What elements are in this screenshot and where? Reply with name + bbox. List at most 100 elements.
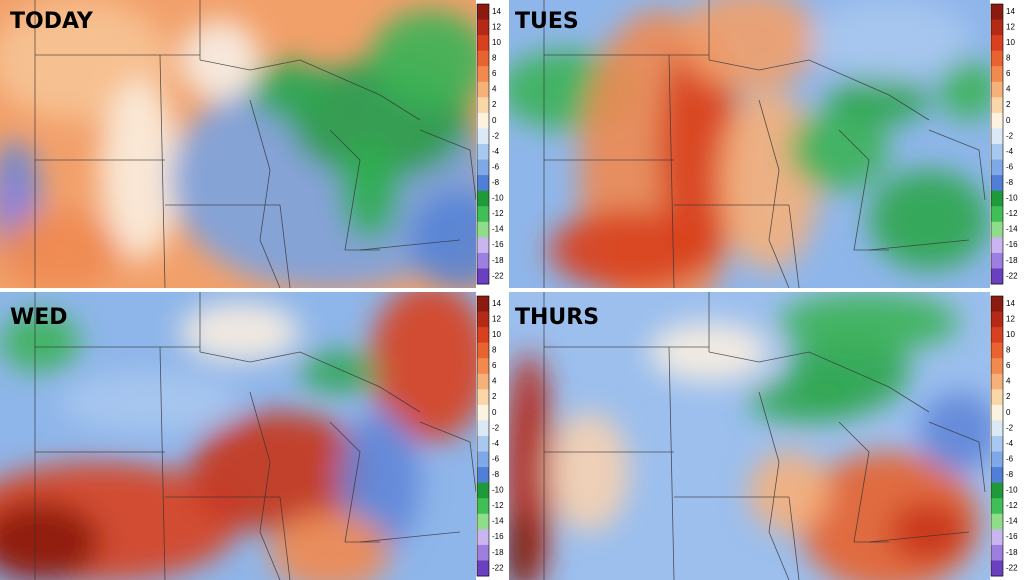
colorbar-tick-label: -10	[492, 194, 504, 203]
anomaly-blob	[889, 502, 969, 562]
colorbar-tick-label: 14	[1006, 7, 1015, 16]
border-line	[928, 129, 986, 201]
colorbar-segment	[991, 252, 1003, 269]
colorbar-tick-label: 14	[1006, 299, 1015, 308]
colorbar-frame	[990, 295, 1004, 577]
anomaly-blob	[340, 140, 400, 240]
colorbar-tick-label: -8	[1006, 470, 1014, 479]
colorbar-tick-label: 8	[492, 54, 497, 63]
colorbar-segment	[991, 237, 1003, 254]
colorbar-segment	[477, 221, 489, 238]
map-field	[0, 292, 476, 580]
colorbar-segment	[991, 311, 1003, 328]
panel-label: TODAY	[10, 9, 94, 34]
colorbar-segment	[477, 19, 489, 36]
anomaly-blob	[180, 20, 260, 100]
colorbar-segment	[991, 4, 1003, 21]
colorbar-segment	[991, 544, 1003, 561]
colorbar-tick-label: 10	[492, 330, 501, 339]
colorbar-tick-label: -16	[492, 240, 504, 249]
colorbar-segment	[477, 498, 489, 515]
colorbar-tick-label: 12	[1006, 314, 1015, 323]
colorbar-tick-label: 6	[492, 69, 497, 78]
colorbar-segment	[477, 97, 489, 114]
anomaly-blob	[0, 210, 120, 288]
anomaly-blob	[789, 110, 889, 190]
colorbar-tick-label: -22	[1006, 271, 1018, 280]
border-line	[159, 346, 166, 580]
colorbar-segment	[477, 373, 489, 390]
colorbar-tick-label: 0	[1006, 408, 1011, 417]
colorbar-segment	[477, 342, 489, 359]
colorbar-tick-label: 2	[1006, 392, 1011, 401]
border-line	[758, 99, 790, 288]
colorbar-tick-label: 4	[1006, 85, 1011, 94]
border-line	[359, 531, 461, 543]
border-line	[668, 346, 675, 580]
colorbar-segment	[477, 358, 489, 375]
anomaly-field	[0, 0, 476, 288]
border-line	[868, 531, 970, 543]
colorbar-segment	[991, 404, 1003, 421]
border-line	[928, 421, 986, 493]
anomaly-blob	[370, 10, 476, 110]
anomaly-blob	[0, 178, 26, 222]
colorbar-segment	[477, 513, 489, 530]
anomaly-field	[0, 292, 476, 580]
anomaly-blob	[60, 372, 240, 432]
colorbar-tick-label: -6	[492, 454, 500, 463]
colorbar-segment	[991, 513, 1003, 530]
border-line	[419, 421, 476, 493]
colorbar-segment	[991, 175, 1003, 192]
map-panel: TODAY 14 12 10 8 6 4 2 0 -2 -4 -6 -8 -10 -12 -14 -16 -18 -…	[0, 0, 504, 288]
colorbar-segment	[991, 342, 1003, 359]
colorbar-segment	[477, 268, 489, 285]
colorbar-tick-label: -18	[492, 548, 504, 557]
colorbar-segment	[991, 436, 1003, 453]
colorbar-tick-label: -14	[492, 225, 504, 234]
anomaly-blob	[659, 30, 739, 270]
border-line	[199, 59, 421, 121]
colorbar-tick-label: -2	[492, 131, 500, 140]
panel-label: TUES	[515, 9, 579, 34]
colorbar-segment	[477, 144, 489, 161]
colorbar-tick-label: -22	[492, 563, 504, 572]
colorbar-tick-label: -4	[492, 439, 500, 448]
colorbar-segment	[991, 35, 1003, 52]
colorbar-tick-label: -2	[1006, 131, 1014, 140]
colorbar-segment	[477, 206, 489, 223]
colorbar-frame	[476, 295, 490, 577]
colorbar-segment	[991, 190, 1003, 207]
colorbar-tick-label: 2	[1006, 100, 1011, 109]
colorbar-tick-label: -14	[1006, 517, 1018, 526]
colorbar-tick-label: -16	[492, 532, 504, 541]
anomaly-blob	[190, 412, 370, 532]
colorbar-segment	[477, 482, 489, 499]
colorbar-segment	[477, 420, 489, 437]
colorbar-segment	[477, 4, 489, 21]
anomaly-blob	[749, 382, 869, 422]
colorbar-segment	[991, 206, 1003, 223]
colorbar-tick-label: 10	[492, 38, 501, 47]
colorbar-segment	[991, 451, 1003, 468]
map-field	[509, 0, 990, 288]
colorbar-segment	[991, 560, 1003, 577]
colorbar-segment	[477, 327, 489, 344]
border-line	[708, 59, 930, 121]
colorbar-tick-label: 10	[1006, 38, 1015, 47]
anomaly-blob	[300, 352, 380, 392]
colorbar-segment	[991, 327, 1003, 344]
colorbar-segment	[991, 482, 1003, 499]
anomaly-blob	[340, 412, 420, 552]
colorbar-tick-label: 8	[492, 346, 497, 355]
colorbar-tick-label: -12	[492, 209, 504, 218]
border-line	[249, 391, 281, 580]
border-line	[279, 496, 291, 580]
colorbar-frame	[476, 3, 490, 285]
anomaly-blob	[100, 80, 180, 260]
map-field	[0, 0, 476, 288]
colorbar-tick-label: -14	[492, 517, 504, 526]
map-field	[509, 292, 990, 580]
colorbar-tick-label: -10	[492, 486, 504, 495]
